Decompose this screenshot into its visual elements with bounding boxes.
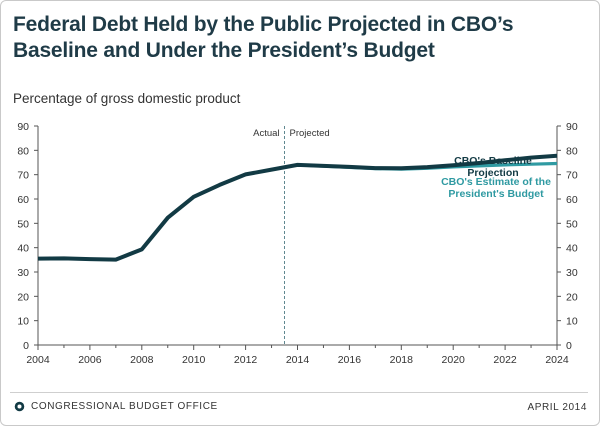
chart-title: Federal Debt Held by the Public Projecte… xyxy=(13,13,514,62)
y-tick-label-right: 30 xyxy=(566,267,578,279)
y-tick-label-right: 0 xyxy=(566,340,572,352)
x-tick-label: 2012 xyxy=(234,354,258,366)
divider-label-actual: Actual xyxy=(253,128,279,139)
x-tick-label: 2014 xyxy=(286,354,310,366)
y-tick-label-left: 50 xyxy=(17,218,29,230)
y-tick-label-right: 80 xyxy=(566,145,578,157)
x-tick-label: 2008 xyxy=(130,354,154,366)
divider-label-projected: Projected xyxy=(290,128,330,139)
y-tick-label-left: 10 xyxy=(17,316,29,328)
y-tick-label-right: 90 xyxy=(566,121,578,133)
cbo-seal-icon xyxy=(14,401,25,412)
annotation-line: CBO's Estimate of the xyxy=(441,176,551,188)
annotation-line: President's Budget xyxy=(448,188,544,200)
y-tick-label-right: 70 xyxy=(566,170,578,182)
baseline-projection-annotation: CBO's Baseline Projection xyxy=(454,155,532,179)
x-tick-label: 2024 xyxy=(545,354,569,366)
y-tick-label-left: 70 xyxy=(17,170,29,182)
y-tick-label-left: 20 xyxy=(17,291,29,303)
series-group xyxy=(37,153,558,262)
footer-agency: CONGRESSIONAL BUDGET OFFICE xyxy=(14,401,218,412)
footer-divider xyxy=(10,392,588,393)
y-tick-label-left: 40 xyxy=(17,243,29,255)
y-tick-label-right: 50 xyxy=(566,218,578,230)
y-tick-label-right: 60 xyxy=(566,194,578,206)
x-tick-label: 2018 xyxy=(390,354,414,366)
presidents-budget-annotation: CBO's Estimate of the President's Budget xyxy=(441,176,551,200)
x-tick-label: 2004 xyxy=(26,354,50,366)
y-tick-label-left: 30 xyxy=(17,267,29,279)
x-tick-label: 2006 xyxy=(78,354,102,366)
axes-group xyxy=(34,125,561,350)
annotation-line: Projection xyxy=(467,167,518,179)
baseline-projection-line xyxy=(37,153,558,262)
y-tick-label-right: 10 xyxy=(566,316,578,328)
x-tick-label: 2016 xyxy=(338,354,362,366)
y-tick-label-left: 60 xyxy=(17,194,29,206)
y-tick-label-left: 80 xyxy=(17,145,29,157)
annotation-line: CBO's Baseline xyxy=(454,155,532,167)
x-tick-label: 2020 xyxy=(442,354,466,366)
y-tick-label-left: 90 xyxy=(17,121,29,133)
y-tick-label-right: 40 xyxy=(566,243,578,255)
y-tick-label-right: 20 xyxy=(566,291,578,303)
x-tick-label: 2010 xyxy=(182,354,206,366)
footer-date: APRIL 2014 xyxy=(527,402,587,413)
x-tick-label: 2022 xyxy=(493,354,517,366)
y-tick-label-left: 0 xyxy=(23,340,29,352)
footer-agency-name: CONGRESSIONAL BUDGET OFFICE xyxy=(31,401,218,412)
y-axis-unit-label: Percentage of gross domestic product xyxy=(13,91,241,106)
